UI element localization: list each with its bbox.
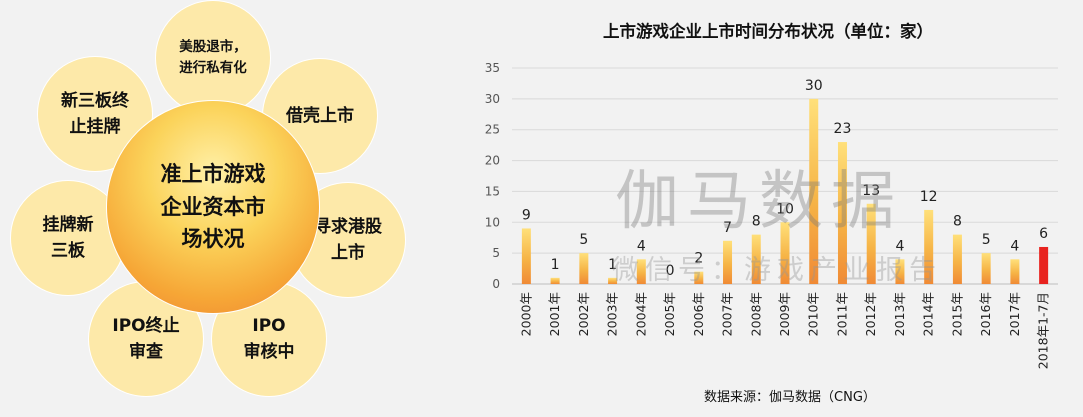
- bar-2003年: [608, 277, 618, 284]
- bar-2015年: [952, 234, 962, 284]
- x-tick-label: 2014年: [921, 292, 936, 336]
- value-label: 30: [805, 78, 823, 94]
- bar-2004年: [636, 259, 646, 284]
- y-tick-label: 25: [485, 123, 500, 137]
- value-label: 0: [666, 263, 675, 279]
- bar-2018年1-7月: [1039, 246, 1049, 284]
- bar-2016年: [981, 253, 991, 284]
- x-tick-label: 2017年: [1007, 292, 1022, 336]
- value-label: 8: [752, 214, 761, 230]
- chart-title: 上市游戏企业上市时间分布状况（单位：家）: [603, 21, 933, 41]
- x-axis-ticks: 2000年 2001年 2002年 2003年 2004年 2005年 2006年 2007年…: [518, 292, 1050, 369]
- value-label: 1: [608, 257, 617, 273]
- x-tick-label: 2011年: [834, 292, 849, 336]
- bar-2002年: [579, 253, 589, 284]
- x-tick-label: 2001年: [547, 292, 562, 336]
- x-tick-label: 2000年: [518, 292, 533, 336]
- bar-2010年: [809, 98, 819, 284]
- value-label: 4: [1010, 238, 1019, 254]
- satellite-ipo-stop-label: IPO终止 审查: [112, 315, 180, 362]
- bar-2008年: [751, 234, 761, 284]
- value-label: 23: [834, 121, 852, 137]
- y-tick-label: 30: [485, 92, 500, 106]
- bar-2017年: [1010, 259, 1020, 284]
- bar-2009年: [780, 222, 790, 284]
- capital-market-diagram: 美股退市， 进行私有化 借壳上市 寻求港股 上市 IPO 审核中 IPO终止 审…: [0, 0, 440, 417]
- value-label: 6: [1039, 226, 1048, 242]
- bar-2007年: [723, 240, 733, 284]
- y-tick-label: 10: [485, 215, 500, 229]
- bar-2001年: [550, 277, 560, 284]
- value-label: 8: [953, 214, 962, 230]
- satellite-shell-listing-label: 借壳上市: [286, 105, 354, 126]
- bar-2012年: [866, 203, 876, 284]
- x-tick-label: 2010年: [806, 292, 821, 336]
- center-circle: 准上市游戏 企业资本市 场状况: [106, 100, 320, 314]
- value-label: 9: [522, 207, 531, 223]
- value-label: 4: [637, 238, 646, 254]
- satellite-ipo-review-label: IPO 审核中: [243, 315, 295, 362]
- y-tick-label: 20: [485, 154, 500, 168]
- value-label: 12: [920, 189, 938, 205]
- bar-2013年: [895, 259, 905, 284]
- bar-2000年: [521, 228, 531, 284]
- value-label: 5: [579, 232, 588, 248]
- y-tick-label: 5: [492, 246, 500, 260]
- x-tick-label: 2012年: [863, 292, 878, 336]
- satellite-delist-label: 美股退市， 进行私有化: [179, 39, 247, 76]
- value-label: 13: [862, 183, 880, 199]
- x-tick-label: 2018年1-7月: [1036, 292, 1051, 369]
- center-circle-label: 准上市游戏 企业资本市 场状况: [160, 162, 266, 252]
- x-tick-label: 2006年: [691, 292, 706, 336]
- x-tick-label: 2007年: [720, 292, 735, 336]
- value-label: 7: [723, 220, 732, 236]
- x-tick-label: 2004年: [633, 292, 648, 336]
- y-tick-label: 15: [485, 184, 500, 198]
- x-tick-label: 2005年: [662, 292, 677, 336]
- satellite-new3-listing-label: 挂牌新 三板: [42, 214, 94, 261]
- bars: [521, 98, 1049, 284]
- y-tick-label: 0: [492, 277, 500, 291]
- value-label: 10: [776, 201, 794, 217]
- x-tick-label: 2003年: [605, 292, 620, 336]
- value-label: 2: [694, 251, 703, 267]
- x-tick-label: 2008年: [748, 292, 763, 336]
- x-tick-label: 2015年: [949, 292, 964, 336]
- bar-2014年: [924, 209, 934, 284]
- satellite-new3-delist-label: 新三板终 止挂牌: [61, 90, 129, 137]
- bar-2011年: [837, 142, 847, 284]
- satellite-hk-listing-label: 寻求港股 上市: [314, 216, 382, 263]
- value-label: 4: [895, 238, 904, 254]
- value-label: 5: [982, 232, 991, 248]
- y-axis-ticks: 0 5 10 15 20 25 30 35: [485, 61, 500, 291]
- chart-source: 数据来源：伽马数据（CNG）: [704, 390, 876, 405]
- x-tick-label: 2002年: [576, 292, 591, 336]
- value-label: 1: [551, 257, 560, 273]
- x-tick-label: 2013年: [892, 292, 907, 336]
- x-tick-label: 2016年: [978, 292, 993, 336]
- x-tick-label: 2009年: [777, 292, 792, 336]
- satellite-delist: 美股退市， 进行私有化: [155, 0, 271, 116]
- y-tick-label: 35: [485, 61, 500, 75]
- value-labels: 9 1 5 1 4 0 2 7 8 10 30 23 13 4 12 8 5 4 6: [522, 78, 1048, 279]
- bar-2006年: [694, 271, 704, 284]
